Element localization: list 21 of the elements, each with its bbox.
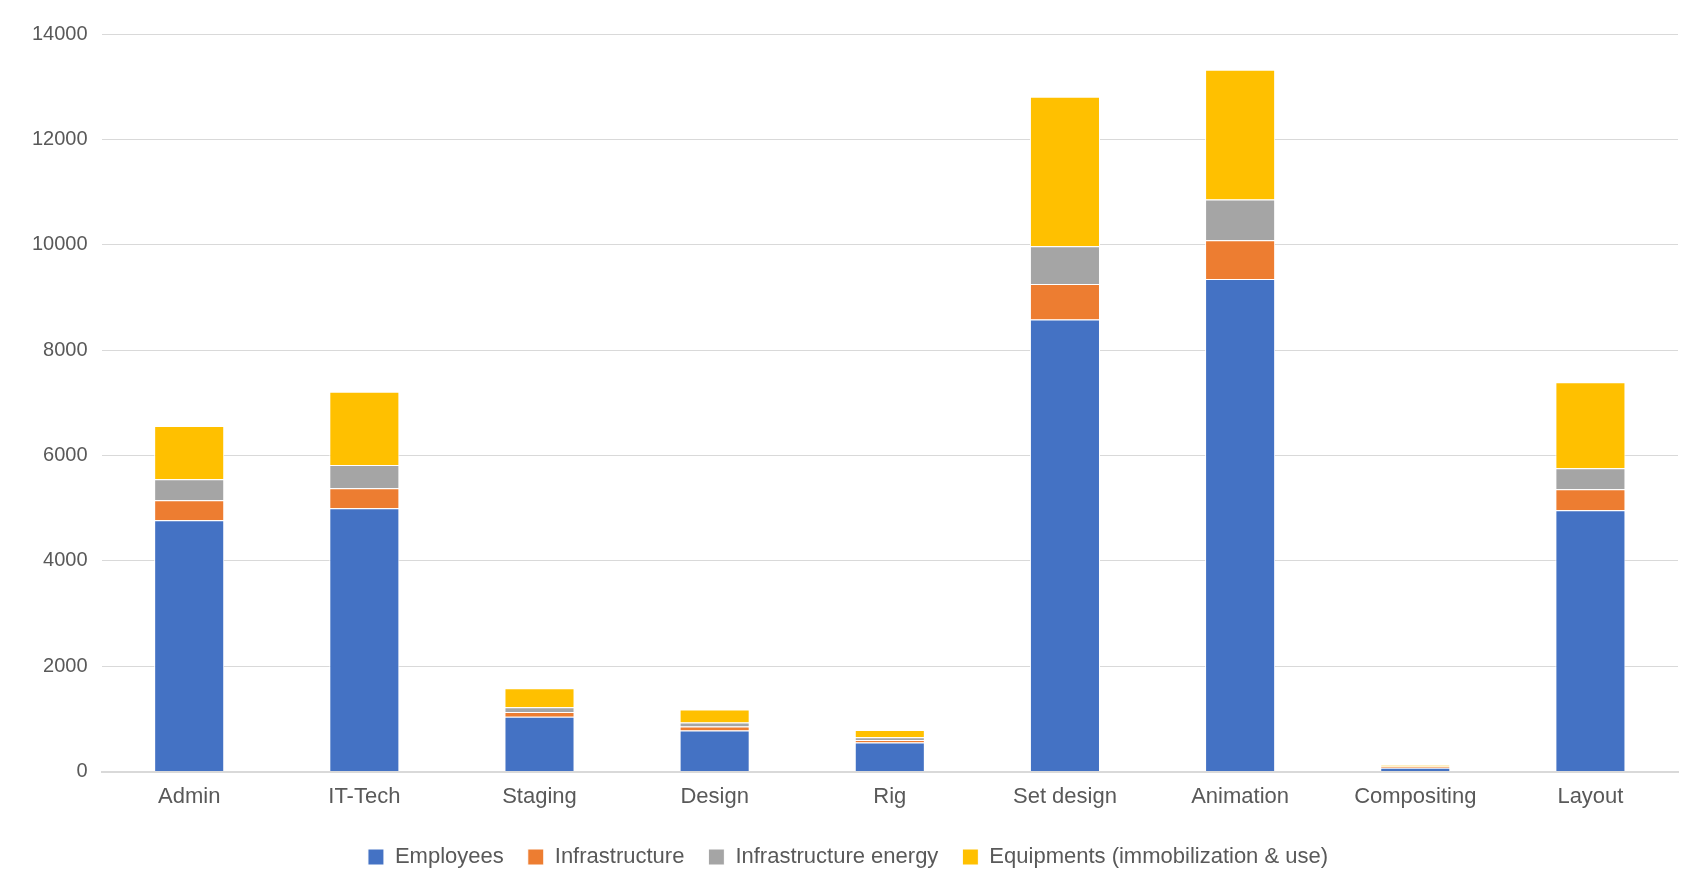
legend-label: Equipments (immobilization & use) xyxy=(989,843,1329,869)
x-tick-label: Rig xyxy=(873,782,907,808)
y-tick-label: 4000 xyxy=(43,548,88,571)
y-tick-label: 14000 xyxy=(31,21,88,44)
y-tick-label: 0 xyxy=(76,759,88,782)
legend-label: Infrastructure xyxy=(554,843,685,869)
legend-label: Employees xyxy=(394,843,504,869)
x-tick-label: Admin xyxy=(158,782,221,808)
y-tick-label: 2000 xyxy=(43,653,88,676)
y-tick-label: 6000 xyxy=(43,443,88,465)
y-tick-label: 10000 xyxy=(31,232,88,255)
x-tick-label: Compositing xyxy=(1354,782,1477,808)
x-tick-label: IT-Tech xyxy=(328,782,401,808)
y-tick-label: 8000 xyxy=(43,337,88,360)
x-tick-label: Design xyxy=(680,782,749,808)
x-tick-label: Animation xyxy=(1191,782,1290,808)
x-tick-label: Layout xyxy=(1557,782,1624,808)
legend-label: Infrastructure energy xyxy=(735,843,939,869)
x-tick-label: Set design xyxy=(1012,782,1117,808)
x-tick-label: Staging xyxy=(502,782,577,808)
y-tick-label: 12000 xyxy=(31,126,88,149)
